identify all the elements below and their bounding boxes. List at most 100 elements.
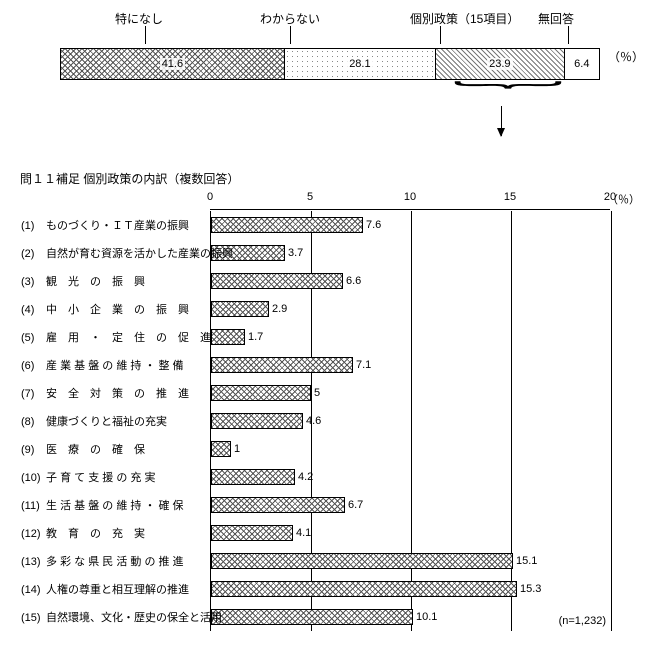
- hbar-num: (8): [21, 416, 43, 428]
- hbar-bar: [211, 329, 245, 345]
- hbar-num: (11): [21, 500, 43, 512]
- hbar-value: 4.2: [298, 471, 313, 483]
- hbar-value: 2.9: [272, 303, 287, 315]
- top-tick: [290, 26, 291, 44]
- top-stacked-chart: 特になしわからない個別政策（15項目）無回答 （％） 41.628.123.96…: [10, 10, 639, 140]
- hbar-num: (10): [21, 472, 43, 484]
- hbar-row: (12) 教 育 の 充 実4.1: [211, 519, 610, 547]
- hbar-label: (8) 健康づくりと福祉の充実: [21, 413, 206, 429]
- hbar-row: (1) ものづくり・ＩＴ産業の振興7.6: [211, 211, 610, 239]
- hbar-value: 1.7: [248, 331, 263, 343]
- hbar-num: (3): [21, 276, 43, 288]
- hbar-row: (13) 多 彩 な 県 民 活 動 の 推 進15.1: [211, 547, 610, 575]
- axis-tick: 10: [404, 191, 416, 203]
- hbar-chart: （％） 05101520 (1) ものづくり・ＩＴ産業の振興7.6(2) 自然が…: [20, 191, 640, 631]
- top-label: わからない: [260, 10, 320, 27]
- hbar-label: (10) 子 育 て 支 援 の 充 実: [21, 469, 206, 485]
- hbar-value: 15.3: [520, 583, 541, 595]
- gridline: [611, 211, 612, 631]
- hbar-label: (4) 中 小 企 業 の 振 興: [21, 301, 206, 317]
- hbar-label: (7) 安 全 対 策 の 推 進: [21, 385, 206, 401]
- segment-value: 41.6: [160, 58, 185, 70]
- hbar-row: (4) 中 小 企 業 の 振 興2.9: [211, 295, 610, 323]
- hbar-row: (10) 子 育 て 支 援 の 充 実4.2: [211, 463, 610, 491]
- hbar-num: (9): [21, 444, 43, 456]
- hbar-row: (9) 医 療 の 確 保1: [211, 435, 610, 463]
- hbar-label: (15) 自然環境、文化・歴史の保全と活用: [21, 609, 206, 625]
- hbar-num: (13): [21, 556, 43, 568]
- hbar-label: (1) ものづくり・ＩＴ産業の振興: [21, 217, 206, 233]
- hbar-bar: [211, 357, 353, 373]
- hbar-row: (6) 産 業 基 盤 の 維 持 ・ 整 備7.1: [211, 351, 610, 379]
- hbar-row: (11) 生 活 基 盤 の 維 持 ・ 確 保6.7: [211, 491, 610, 519]
- hbar-bar: [211, 609, 413, 625]
- hbar-bar: [211, 273, 343, 289]
- hbar-value: 15.1: [516, 555, 537, 567]
- hbar-num: (4): [21, 304, 43, 316]
- stacked-segment: 41.6: [61, 49, 285, 79]
- plot-area: (1) ものづくり・ＩＴ産業の振興7.6(2) 自然が育む資源を活かした産業の振…: [210, 211, 610, 631]
- hbar-bar: [211, 441, 231, 457]
- hbar-value: 1: [234, 443, 240, 455]
- axis-tick: 5: [307, 191, 313, 203]
- hbar-bar: [211, 553, 513, 569]
- hbar-label: (3) 観 光 の 振 興: [21, 273, 206, 289]
- hbar-bar: [211, 581, 517, 597]
- hbar-num: (5): [21, 332, 43, 344]
- hbar-num: (2): [21, 248, 43, 260]
- axis-tick: 0: [207, 191, 213, 203]
- hbar-num: (15): [21, 612, 43, 624]
- segment-value: 28.1: [347, 58, 372, 70]
- hbar-bar: [211, 217, 363, 233]
- hbar-row: (15) 自然環境、文化・歴史の保全と活用10.1: [211, 603, 610, 631]
- arrow-down: [501, 106, 502, 136]
- hbar-label: (14) 人権の尊重と相互理解の推進: [21, 581, 206, 597]
- hbar-row: (5) 雇 用 ・ 定 住 の 促 進1.7: [211, 323, 610, 351]
- x-axis: （％） 05101520: [210, 191, 610, 211]
- top-label: 特になし: [115, 10, 163, 27]
- hbar-bar: [211, 497, 345, 513]
- top-tick: [568, 26, 569, 44]
- hbar-value: 5: [314, 387, 320, 399]
- axis-tick: 20: [604, 191, 616, 203]
- hbar-value: 4.1: [296, 527, 311, 539]
- axis-tick: 15: [504, 191, 516, 203]
- segment-value: 6.4: [572, 58, 591, 70]
- hbar-value: 4.6: [306, 415, 321, 427]
- hbar-num: (1): [21, 220, 43, 232]
- hbar-row: (2) 自然が育む資源を活かした産業の振興3.7: [211, 239, 610, 267]
- stacked-segment: 23.9: [436, 49, 565, 79]
- hbar-num: (12): [21, 528, 43, 540]
- hbar-label: (13) 多 彩 な 県 民 活 動 の 推 進: [21, 553, 206, 569]
- top-pct-unit: （％）: [608, 48, 644, 65]
- brace: ︸: [452, 82, 564, 110]
- hbar-num: (6): [21, 360, 43, 372]
- hbar-num: (7): [21, 388, 43, 400]
- stacked-bar: 41.6 28.1 23.9 6.4: [60, 48, 600, 80]
- hbar-label: (11) 生 活 基 盤 の 維 持 ・ 確 保: [21, 497, 206, 513]
- subtitle: 問１１補足 個別政策の内訳（複数回答）: [20, 170, 639, 187]
- hbar-bar: [211, 413, 303, 429]
- hbar-bar: [211, 525, 293, 541]
- hbar-bar: [211, 385, 311, 401]
- hbar-value: 7.6: [366, 219, 381, 231]
- hbar-label: (9) 医 療 の 確 保: [21, 441, 206, 457]
- stacked-segment: 6.4: [565, 49, 599, 79]
- hbar-row: (7) 安 全 対 策 の 推 進5: [211, 379, 610, 407]
- hbar-label: (12) 教 育 の 充 実: [21, 525, 206, 541]
- hbar-bar: [211, 301, 269, 317]
- top-tick: [440, 26, 441, 44]
- hbar-value: 3.7: [288, 247, 303, 259]
- segment-value: 23.9: [487, 58, 512, 70]
- hbar-row: (14) 人権の尊重と相互理解の推進15.3: [211, 575, 610, 603]
- axis-line: [210, 209, 610, 210]
- hbar-bar: [211, 469, 295, 485]
- hbar-label: (2) 自然が育む資源を活かした産業の振興: [21, 245, 206, 261]
- hbar-row: (8) 健康づくりと福祉の充実4.6: [211, 407, 610, 435]
- stacked-segment: 28.1: [285, 49, 436, 79]
- hbar-num: (14): [21, 584, 43, 596]
- hbar-label: (5) 雇 用 ・ 定 住 の 促 進: [21, 329, 206, 345]
- hbar-label: (6) 産 業 基 盤 の 維 持 ・ 整 備: [21, 357, 206, 373]
- n-label: (n=1,232): [559, 615, 606, 627]
- hbar-value: 10.1: [416, 611, 437, 623]
